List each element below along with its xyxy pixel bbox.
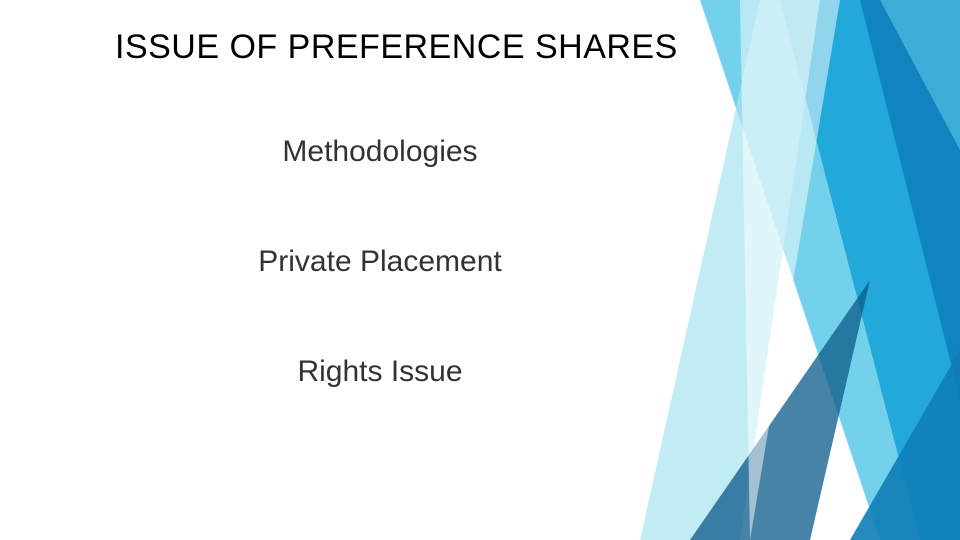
- slide-title: ISSUE OF PREFERENCE SHARES: [115, 28, 678, 67]
- subtitle-rights-issue: Rights Issue: [0, 355, 860, 389]
- subtitle-private-placement: Private Placement: [0, 245, 860, 279]
- subtitle-methodologies: Methodologies: [0, 135, 860, 169]
- slide-content: ISSUE OF PREFERENCE SHARES Methodologies…: [0, 0, 960, 540]
